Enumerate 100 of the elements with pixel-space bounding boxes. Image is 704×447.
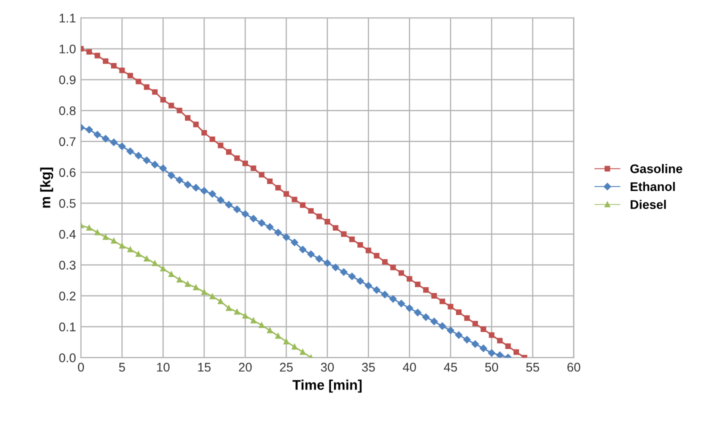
point (348, 272, 356, 280)
point (446, 326, 454, 334)
point (110, 138, 118, 146)
point (176, 276, 182, 283)
point (356, 277, 364, 285)
point (497, 338, 503, 344)
point (210, 294, 216, 300)
point (464, 315, 470, 321)
y-tick-label: 0.6 (59, 168, 76, 177)
point (324, 218, 330, 224)
point (218, 142, 224, 148)
point (332, 264, 340, 272)
point (168, 172, 175, 180)
point (200, 187, 208, 194)
point (258, 219, 266, 227)
point (152, 89, 158, 95)
point (168, 102, 174, 108)
point (193, 122, 199, 128)
point (406, 304, 414, 312)
point (250, 214, 258, 222)
point (86, 126, 93, 134)
x-tick-label: 55 (526, 362, 540, 372)
point (398, 270, 404, 276)
y-axis-title: m [kg] (40, 168, 54, 208)
point (226, 149, 232, 155)
point (455, 331, 462, 339)
point (143, 156, 150, 164)
point (300, 349, 306, 355)
x-tick-label: 30 (320, 362, 334, 372)
point (332, 225, 338, 231)
point (373, 286, 380, 294)
point (267, 178, 273, 184)
legend-label: Gasoline (630, 164, 682, 174)
y-tick-label: 0.8 (59, 106, 76, 116)
point (168, 271, 174, 277)
point (488, 349, 496, 357)
point (86, 49, 92, 55)
point (258, 172, 264, 178)
point (290, 238, 298, 246)
point (480, 344, 488, 352)
point (94, 52, 100, 58)
point (192, 184, 200, 192)
point (389, 295, 397, 303)
point (184, 281, 191, 287)
point (505, 343, 511, 349)
y-tick-label: 1.1 (60, 14, 76, 22)
point (423, 287, 429, 293)
point (127, 72, 134, 78)
point (366, 248, 372, 254)
x-tick-label: 25 (280, 362, 293, 372)
point (513, 349, 520, 355)
point (127, 246, 134, 252)
point (299, 246, 306, 254)
point (160, 266, 166, 272)
x-tick-label: 0 (78, 362, 84, 372)
point (381, 290, 388, 298)
point (118, 142, 126, 150)
point (431, 293, 437, 299)
point (184, 181, 192, 188)
point (136, 251, 142, 257)
x-tick-label: 60 (567, 362, 580, 372)
point (300, 202, 306, 208)
point (422, 314, 430, 321)
point (151, 160, 159, 168)
x-tick-label: 20 (238, 362, 252, 372)
point (94, 130, 102, 138)
point (176, 108, 182, 114)
point (496, 351, 504, 358)
point (341, 231, 347, 237)
point (472, 340, 479, 348)
point (94, 230, 100, 236)
point (275, 333, 281, 339)
point (357, 242, 363, 248)
point (208, 190, 216, 198)
point (488, 332, 494, 338)
point (398, 300, 405, 308)
point (160, 96, 166, 102)
point (210, 136, 216, 142)
y-tick-label: 0.0 (59, 353, 76, 362)
point (349, 236, 355, 242)
point (414, 308, 422, 316)
point (382, 259, 388, 265)
point (144, 84, 150, 90)
point (284, 191, 290, 197)
point (414, 282, 420, 288)
y-tick-label: 0.1 (59, 322, 76, 332)
x-tick-label: 40 (402, 362, 416, 372)
point (406, 276, 412, 282)
point (364, 282, 372, 290)
point (307, 250, 315, 258)
point (111, 62, 117, 69)
point (234, 155, 240, 161)
point (282, 234, 290, 241)
point (144, 256, 150, 262)
point (134, 152, 142, 160)
point (201, 130, 207, 136)
point (176, 176, 184, 184)
point (480, 326, 486, 332)
x-tick-label: 45 (444, 362, 457, 372)
x-tick-label: 50 (485, 362, 498, 372)
